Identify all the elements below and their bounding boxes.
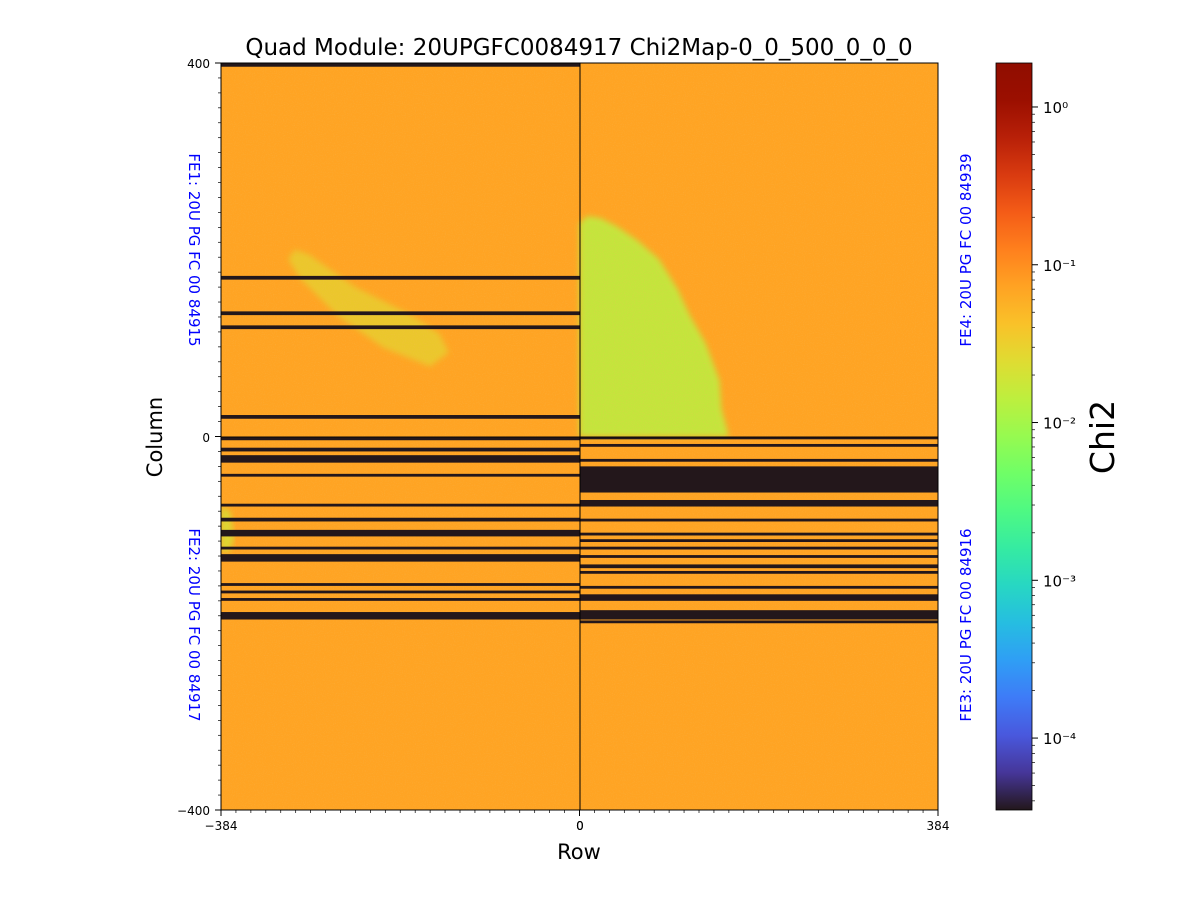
fe2-label: FE2: 20U PG FC 00 84917 bbox=[185, 528, 203, 721]
masked-row-band bbox=[221, 325, 580, 330]
x-tick-label: 384 bbox=[927, 819, 950, 833]
x-tick-label: −384 bbox=[205, 819, 238, 833]
masked-row-band bbox=[579, 555, 938, 558]
masked-row-band bbox=[579, 466, 938, 493]
x-tick-label: 0 bbox=[576, 819, 584, 833]
masked-row-band bbox=[221, 612, 580, 620]
chart-title: Quad Module: 20UPGFC0084917 Chi2Map-0_0_… bbox=[245, 35, 912, 61]
masked-row-band bbox=[579, 585, 938, 589]
masked-row-band bbox=[579, 570, 938, 574]
x-tick-label: 0 bbox=[576, 819, 584, 833]
colorbar-label: Chi2 bbox=[1083, 400, 1122, 474]
masked-row-band bbox=[221, 517, 580, 522]
masked-row-band bbox=[221, 554, 580, 562]
masked-row-band bbox=[221, 583, 580, 586]
masked-row-band bbox=[579, 436, 938, 440]
masked-row-band bbox=[221, 447, 580, 452]
fe3-label: FE3: 20U PG FC 00 84916 bbox=[957, 528, 975, 721]
y-tick-label: 400 bbox=[187, 57, 210, 71]
masked-rows bbox=[221, 63, 938, 624]
colorbar-frame bbox=[995, 62, 1033, 811]
masked-row-band bbox=[221, 275, 580, 280]
masked-row-band bbox=[221, 590, 580, 594]
masked-row-band bbox=[221, 63, 580, 67]
masked-row-band bbox=[579, 620, 938, 624]
colorbar-tick-label: 10⁻³ bbox=[1043, 572, 1076, 590]
masked-row-band bbox=[579, 532, 938, 536]
colorbar-tick-label: 10⁰ bbox=[1043, 99, 1068, 117]
masked-row-band bbox=[579, 458, 938, 462]
colorbar-tick-label: 10⁻⁴ bbox=[1043, 730, 1076, 748]
y-tick-label: −400 bbox=[177, 804, 210, 818]
colorbar-gradient bbox=[996, 63, 1032, 810]
masked-row-band bbox=[579, 564, 938, 569]
masked-row-band bbox=[221, 503, 580, 507]
y-axis-label: Column bbox=[143, 397, 167, 477]
masked-row-band bbox=[579, 539, 938, 543]
masked-row-band bbox=[221, 455, 580, 463]
masked-row-band bbox=[579, 499, 938, 507]
masked-row-band bbox=[221, 415, 580, 419]
masked-row-band bbox=[579, 546, 938, 550]
masked-row-band bbox=[221, 436, 580, 441]
colorbar-ticks: 10⁻⁴ 10⁻³ 10⁻² 10⁻¹ 10⁰ bbox=[1032, 99, 1076, 802]
masked-row-band bbox=[579, 610, 938, 620]
fe1-label: FE1: 20U PG FC 00 84915 bbox=[185, 153, 203, 346]
colorbar-tick-label: 10⁻² bbox=[1043, 415, 1076, 433]
y-tick-label: 0 bbox=[202, 431, 210, 445]
masked-row-band bbox=[221, 546, 580, 550]
masked-row-band bbox=[579, 443, 938, 447]
colorbar: 10⁻⁴ 10⁻³ 10⁻² 10⁻¹ 10⁰ Chi2 bbox=[995, 62, 1122, 811]
masked-row-band bbox=[221, 598, 580, 601]
x-axis-label: Row bbox=[557, 840, 601, 864]
masked-row-band bbox=[221, 529, 580, 537]
masked-row-band bbox=[221, 473, 580, 477]
colorbar-tick-label: 10⁻¹ bbox=[1043, 257, 1076, 275]
masked-row-band bbox=[579, 594, 938, 601]
masked-row-band bbox=[579, 518, 938, 522]
masked-row-band bbox=[221, 311, 580, 316]
fe4-label: FE4: 20U PG FC 00 84939 bbox=[957, 153, 975, 346]
axis-ticks bbox=[215, 62, 939, 816]
